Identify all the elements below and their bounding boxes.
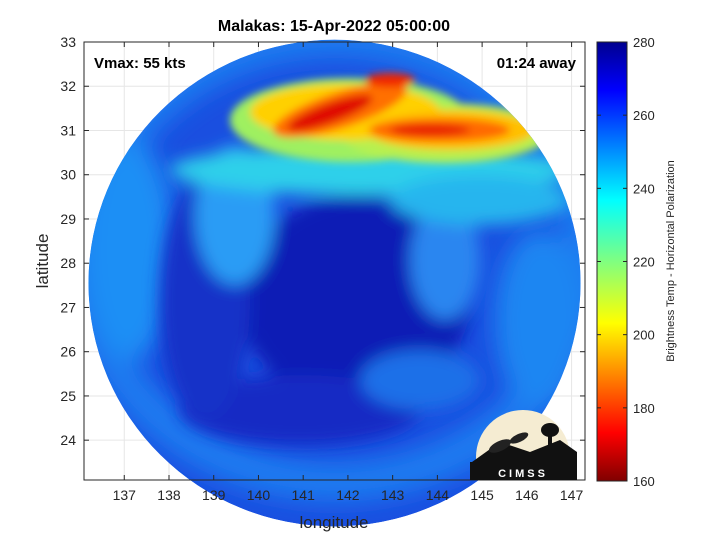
cimss-logo: CIMSS [470,410,577,480]
west-light-region [88,140,175,360]
x-tick-label: 140 [247,487,271,503]
colorbar-label: Brightness Temp - Horizontal Polarizatio… [665,160,677,362]
east-light-region [495,230,581,410]
moist-band-ne [390,175,570,225]
x-tick-label: 143 [381,487,405,503]
x-tick-label: 144 [426,487,450,503]
y-tick-label: 28 [60,255,76,271]
x-tick-labels: 137 138 139 140 141 142 143 144 145 146 147 [113,487,584,503]
outer-lighter-ring [88,39,581,502]
brightness-temp-swath [88,39,581,527]
colorbar: 160 180 200 220 240 260 280 Brightness Temp - … [596,35,677,489]
x-tick-label: 142 [336,487,360,503]
y-tick-label: 29 [60,211,76,227]
colorbar-tick-label: 180 [633,401,655,416]
light-band-3 [360,350,480,410]
x-tick-label: 139 [202,487,226,503]
plot-title: Malakas: 15-Apr-2022 05:00:00 [218,18,450,35]
x-tick-label: 137 [113,487,137,503]
x-tick-label: 138 [157,487,181,503]
cold-band-red-2 [390,124,470,136]
cold-band-red-1 [287,94,373,132]
vmax-annotation: Vmax: 55 kts [94,55,186,72]
colorbar-tick-label: 240 [633,181,655,196]
y-tick-label: 25 [60,388,76,404]
y-tick-label: 33 [60,34,76,50]
y-tick-label: 31 [60,122,76,138]
colorbar-tick-label: 260 [633,108,655,123]
y-tick-label: 30 [60,167,76,183]
cold-band-red-3 [365,73,415,87]
colorbar-ticks: 160 180 200 220 240 260 280 [597,35,655,489]
colorbar-bar [596,41,628,482]
colorbar-tick-label: 280 [633,35,655,50]
y-tick-label: 26 [60,344,76,360]
dark-arc-south [180,375,420,445]
x-tick-label: 145 [470,487,494,503]
colorbar-tick-label: 220 [633,255,655,270]
time-away-annotation: 01:24 away [497,55,577,72]
logo-text: CIMSS [498,468,548,480]
y-tick-label: 27 [60,299,76,315]
x-tick-label: 141 [292,487,316,503]
y-tick-label: 32 [60,78,76,94]
axes-frame [83,41,586,481]
colorbar-tick-label: 200 [633,328,655,343]
y-axis-label: latitude [33,234,52,289]
y-tick-label: 24 [60,432,76,448]
y-tick-labels: 24 25 26 27 28 29 30 31 32 33 [60,34,76,448]
x-axis-label: longitude [299,513,368,532]
x-tick-label: 147 [560,487,584,503]
x-tick-label: 146 [515,487,539,503]
colorbar-tick-label: 160 [633,474,655,489]
light-band-2 [410,200,480,320]
